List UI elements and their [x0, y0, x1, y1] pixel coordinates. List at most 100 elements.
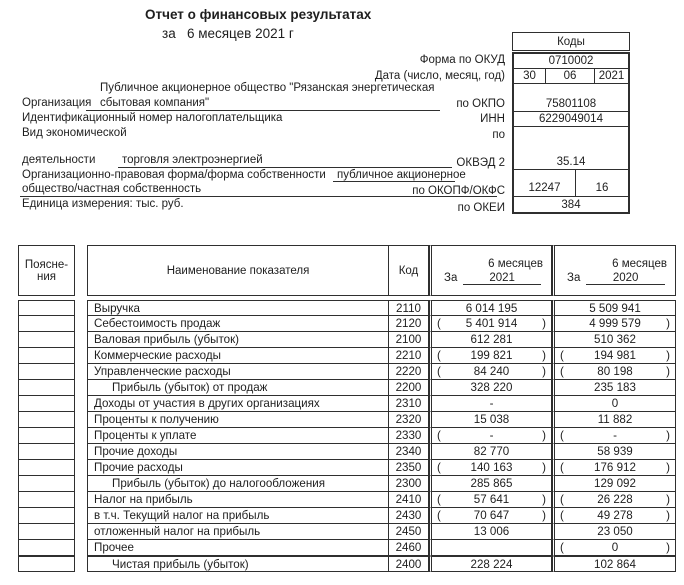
activity-underline: [118, 167, 452, 168]
header-period-2020: 6 месяцев За 2020: [552, 245, 676, 296]
row-code: 2350: [389, 460, 429, 476]
value-2020: 49 278: [597, 509, 633, 522]
paren-open-2020: (: [560, 461, 564, 474]
value-2020: 0: [611, 397, 619, 410]
value-2020: 11 882: [597, 413, 633, 426]
row-code: 2330: [389, 428, 429, 444]
report-title: Отчет о финансовых результатах: [145, 7, 372, 22]
okopf-code: 12247: [514, 170, 576, 196]
table-row: Проценты к получению 2320 15 038 11 882: [18, 412, 684, 428]
paren-open-2020: (: [560, 349, 564, 362]
row-indicator-name: Прибыль (убыток) до налогообложения: [87, 476, 389, 492]
row-column-gap: [75, 428, 87, 444]
label-okei: по ОКЕИ: [457, 202, 505, 214]
activity-caption-2: деятельности: [22, 154, 96, 166]
table-row: Прочее 2460 ( 0 ): [18, 540, 684, 556]
row-indicator-name: Прочие расходы: [87, 460, 389, 476]
org-label: Организация: [22, 97, 92, 109]
inn-caption: Идентификационный номер налогоплательщик…: [22, 112, 283, 124]
row-code: 2460: [389, 540, 429, 556]
row-value-2020: ( 176 912 ): [552, 460, 676, 476]
row-indicator-name: Проценты к получению: [87, 412, 389, 428]
org-name-line2: сбытовая компания": [100, 97, 210, 109]
row-value-2021: ( 199 821 ): [429, 348, 552, 364]
row-indicator-name: Чистая прибыль (убыток): [87, 556, 389, 572]
row-value-2021: 13 006: [429, 524, 552, 540]
row-value-2020: ( 80 198 ): [552, 364, 676, 380]
legal-form-caption: Организационно-правовая форма/форма собс…: [22, 169, 326, 181]
codes-box: Коды 0710002 30 06 2021 75801108 6229049…: [512, 32, 630, 214]
row-indicator-name: Коммерческие расходы: [87, 348, 389, 364]
row-value-2021: ( 70 647 ): [429, 508, 552, 524]
table-row: Прочие доходы 2340 82 770 58 939: [18, 444, 684, 460]
unit-caption: Единица измерения: тыс. руб.: [22, 198, 184, 210]
value-2021: -: [489, 397, 494, 410]
row-value-2020: 5 509 941: [552, 300, 676, 316]
label-okopf-okfs: по ОКОПФ/ОКФС: [412, 185, 505, 197]
table-row: Чистая прибыль (убыток) 2400 228 224 102…: [18, 556, 684, 572]
report-table-body: Выручка 2110 6 014 195 5 509 941 Себесто…: [18, 300, 684, 572]
okfs-code: 16: [595, 182, 609, 194]
date-row: 30 06 2021: [514, 69, 628, 84]
paren-open-2020: (: [560, 509, 564, 522]
row-value-2021: 328 220: [429, 380, 552, 396]
row-column-gap: [75, 364, 87, 380]
row-value-2020: 102 864: [552, 556, 676, 572]
row-column-gap: [75, 348, 87, 364]
paren-close-2021: ): [542, 349, 546, 362]
value-2020: 4 999 579: [589, 317, 641, 330]
row-indicator-name: Налог на прибыль: [87, 492, 389, 508]
row-value-2021: 6 014 195: [429, 300, 552, 316]
paren-open-2021: (: [437, 461, 441, 474]
label-po: по: [492, 129, 505, 141]
paren-close-2021: ): [542, 461, 546, 474]
row-indicator-name: Выручка: [87, 300, 389, 316]
row-code: 2120: [389, 316, 429, 332]
header-code-column: Код: [389, 245, 429, 296]
paren-close-2021: ): [542, 509, 546, 522]
header-2021-caption: 6 месяцев: [488, 257, 543, 270]
row-code: 2320: [389, 412, 429, 428]
row-notes-cell: [18, 460, 75, 476]
okud-code: 0710002: [514, 54, 628, 69]
legal-form-underline-1: [333, 181, 455, 182]
okpo-code: 75801108: [514, 84, 628, 112]
value-2021: 5 401 914: [465, 317, 518, 330]
row-column-gap: [75, 444, 87, 460]
paren-close-2021: ): [542, 429, 546, 442]
row-value-2020: ( - ): [552, 428, 676, 444]
row-indicator-name: Прочее: [87, 540, 389, 556]
paren-open-2020: (: [560, 365, 564, 378]
value-2021: 140 163: [470, 461, 513, 474]
value-2020: 58 939: [597, 445, 633, 458]
header-2021-za: За: [444, 271, 458, 284]
date-year: 2021: [598, 70, 625, 82]
value-2021: 199 821: [470, 349, 513, 362]
row-code: 2340: [389, 444, 429, 460]
table-row: Выручка 2110 6 014 195 5 509 941: [18, 300, 684, 316]
value-2021: 612 281: [470, 333, 513, 346]
codes-box-header: Коды: [512, 32, 630, 51]
table-row: отложенный налог на прибыль 2450 13 006 …: [18, 524, 684, 540]
row-column-gap: [75, 316, 87, 332]
header-period-2021: 6 месяцев За 2021: [429, 245, 552, 296]
row-indicator-name: Управленческие расходы: [87, 364, 389, 380]
value-2020: 129 092: [594, 477, 636, 490]
row-notes-cell: [18, 492, 75, 508]
value-2021: 84 240: [473, 365, 510, 378]
value-2021: 6 014 195: [465, 301, 518, 315]
value-2020: 26 228: [597, 493, 633, 506]
legal-form-value-2: общество/частная собственность: [22, 183, 202, 195]
paren-close-2020: ): [666, 509, 670, 522]
table-row: в т.ч. Текущий налог на прибыль 2430 ( 7…: [18, 508, 684, 524]
row-notes-cell: [18, 380, 75, 396]
row-value-2020: ( 49 278 ): [552, 508, 676, 524]
date-month: 06: [546, 69, 595, 83]
row-code: 2310: [389, 396, 429, 412]
label-okud: Форма по ОКУД: [419, 54, 505, 66]
table-row: Налог на прибыль 2410 ( 57 641 ) ( 26 22…: [18, 492, 684, 508]
codes-box-body: 0710002 30 06 2021 75801108 6229049014 3…: [512, 52, 630, 214]
row-column-gap: [75, 508, 87, 524]
label-okved: ОКВЭД 2: [456, 157, 505, 169]
table-row: Себестоимость продаж 2120 ( 5 401 914 ) …: [18, 316, 684, 332]
